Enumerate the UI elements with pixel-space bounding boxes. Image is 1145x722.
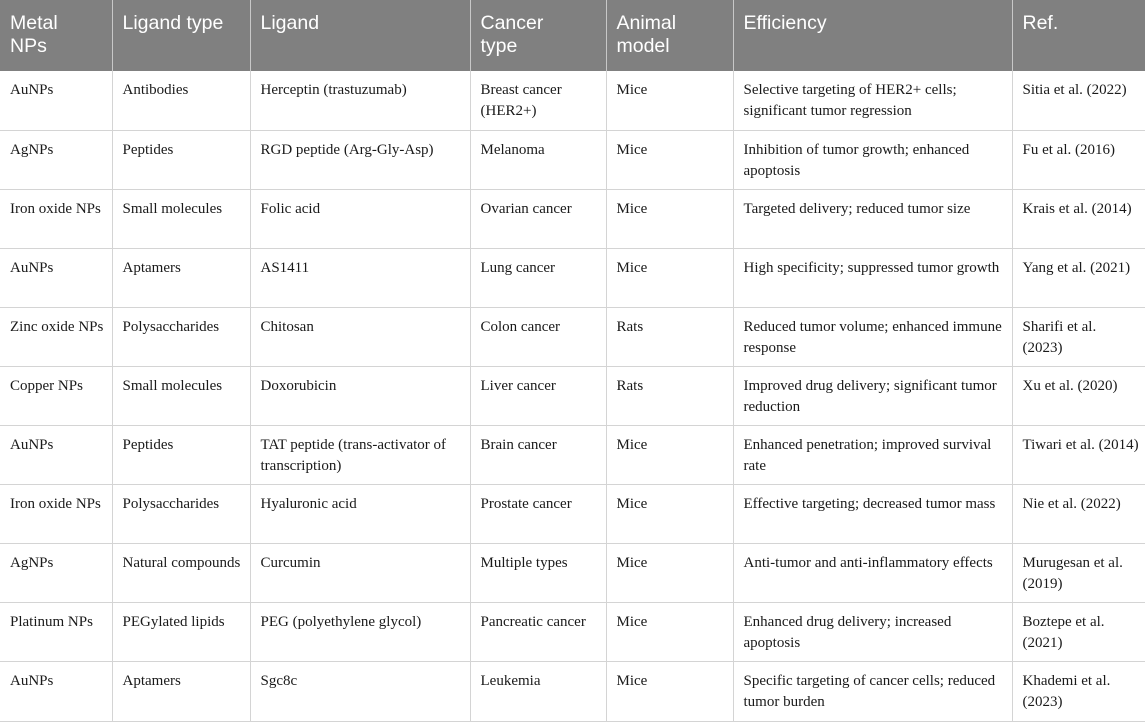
cell-animal-model: Mice — [606, 189, 734, 249]
cell-efficiency: Enhanced drug delivery; increased apopto… — [733, 602, 1013, 662]
cell-ref: Khademi et al. (2023) — [1012, 661, 1145, 722]
cell-ref: Boztepe et al. (2021) — [1012, 602, 1145, 662]
cell-ligand: Folic acid — [250, 189, 471, 249]
cell-ligand: TAT peptide (trans-activator of transcri… — [250, 425, 471, 485]
cell-animal-model: Mice — [606, 71, 734, 131]
cell-metal-nps: Copper NPs — [0, 366, 113, 426]
cell-metal-nps: AuNPs — [0, 425, 113, 485]
cell-ligand-type: Natural compounds — [112, 543, 251, 603]
table-row: AuNPs Antibodies Herceptin (trastuzumab) Br… — [0, 71, 1145, 131]
cell-ligand-type: Polysaccharides — [112, 484, 251, 544]
cell-ligand-type: Peptides — [112, 425, 251, 485]
cell-efficiency: Reduced tumor volume; enhanced immune re… — [733, 307, 1013, 367]
cell-animal-model: Rats — [606, 366, 734, 426]
cell-ligand-type: Polysaccharides — [112, 307, 251, 367]
cell-ref: Xu et al. (2020) — [1012, 366, 1145, 426]
table-row: Iron oxide NPs Polysaccharides Hyaluronic … — [0, 484, 1145, 544]
cell-ref: Yang et al. (2021) — [1012, 248, 1145, 308]
cell-animal-model: Mice — [606, 661, 734, 722]
table-row: Copper NPs Small molecules Doxorubicin Live… — [0, 366, 1145, 426]
cell-ref: Sitia et al. (2022) — [1012, 71, 1145, 131]
cell-ligand-type: Small molecules — [112, 366, 251, 426]
cell-cancer-type: Melanoma — [470, 130, 607, 190]
header-ligand-type: Ligand type — [112, 0, 251, 71]
cell-metal-nps: AuNPs — [0, 661, 113, 722]
cell-ref: Murugesan et al. (2019) — [1012, 543, 1145, 603]
cell-efficiency: Specific targeting of cancer cells; redu… — [733, 661, 1013, 722]
cell-ligand: Doxorubicin — [250, 366, 471, 426]
cell-cancer-type: Pancreatic cancer — [470, 602, 607, 662]
cell-metal-nps: AgNPs — [0, 543, 113, 603]
cell-efficiency: Inhibition of tumor growth; enhanced apo… — [733, 130, 1013, 190]
cell-metal-nps: AgNPs — [0, 130, 113, 190]
cell-ligand-type: Aptamers — [112, 248, 251, 308]
cell-cancer-type: Brain cancer — [470, 425, 607, 485]
header-cancer-type: Cancer type — [470, 0, 607, 71]
cell-metal-nps: AuNPs — [0, 71, 113, 131]
cell-ref: Krais et al. (2014) — [1012, 189, 1145, 249]
cell-ligand: Herceptin (trastuzumab) — [250, 71, 471, 131]
cell-animal-model: Mice — [606, 425, 734, 485]
cell-efficiency: Enhanced penetration; improved survival … — [733, 425, 1013, 485]
table-row: Platinum NPs PEGylated lipids PEG (polyeth… — [0, 602, 1145, 662]
cell-ligand: Chitosan — [250, 307, 471, 367]
cell-cancer-type: Breast cancer (HER2+) — [470, 71, 607, 131]
cell-efficiency: Targeted delivery; reduced tumor size — [733, 189, 1013, 249]
cell-cancer-type: Leukemia — [470, 661, 607, 722]
cell-efficiency: Effective targeting; decreased tumor mas… — [733, 484, 1013, 544]
cell-efficiency: Improved drug delivery; significant tumo… — [733, 366, 1013, 426]
header-ligand: Ligand — [250, 0, 471, 71]
header-row: Metal NPs Ligand type Ligand Cancer type… — [0, 0, 1145, 71]
cell-ligand: RGD peptide (Arg-Gly-Asp) — [250, 130, 471, 190]
cell-ligand: AS1411 — [250, 248, 471, 308]
table-row: AuNPs Aptamers AS1411 Lung cancer Mice High s… — [0, 248, 1145, 308]
cell-metal-nps: AuNPs — [0, 248, 113, 308]
cell-ligand: Sgc8c — [250, 661, 471, 722]
cell-ligand-type: Peptides — [112, 130, 251, 190]
table-row: AuNPs Peptides TAT peptide (trans-activato… — [0, 425, 1145, 485]
header-metal-nps: Metal NPs — [0, 0, 113, 71]
cell-animal-model: Mice — [606, 602, 734, 662]
cell-ligand-type: PEGylated lipids — [112, 602, 251, 662]
cell-ref: Fu et al. (2016) — [1012, 130, 1145, 190]
cell-ligand: Curcumin — [250, 543, 471, 603]
table-row: AgNPs Natural compounds Curcumin Multiple t… — [0, 543, 1145, 603]
table-row: Zinc oxide NPs Polysaccharides Chitosan Col… — [0, 307, 1145, 367]
cell-cancer-type: Multiple types — [470, 543, 607, 603]
cell-efficiency: High specificity; suppressed tumor growt… — [733, 248, 1013, 308]
cell-efficiency: Anti-tumor and anti-inflammatory effects — [733, 543, 1013, 603]
cell-efficiency: Selective targeting of HER2+ cells; sign… — [733, 71, 1013, 131]
cell-ref: Sharifi et al. (2023) — [1012, 307, 1145, 367]
cell-ligand-type: Aptamers — [112, 661, 251, 722]
table-header: Metal NPs Ligand type Ligand Cancer type… — [0, 0, 1145, 71]
cell-metal-nps: Iron oxide NPs — [0, 189, 113, 249]
cell-cancer-type: Prostate cancer — [470, 484, 607, 544]
cell-cancer-type: Lung cancer — [470, 248, 607, 308]
table-body: AuNPs Antibodies Herceptin (trastuzumab) Br… — [0, 71, 1145, 722]
cell-animal-model: Mice — [606, 130, 734, 190]
header-ref: Ref. — [1012, 0, 1145, 71]
cell-metal-nps: Iron oxide NPs — [0, 484, 113, 544]
cell-ligand: Hyaluronic acid — [250, 484, 471, 544]
cell-ligand-type: Antibodies — [112, 71, 251, 131]
cell-ref: Nie et al. (2022) — [1012, 484, 1145, 544]
table-row: AgNPs Peptides RGD peptide (Arg-Gly-Asp) Me… — [0, 130, 1145, 190]
cell-animal-model: Mice — [606, 248, 734, 308]
cell-ref: Tiwari et al. (2014) — [1012, 425, 1145, 485]
table-row: Iron oxide NPs Small molecules Folic acid O… — [0, 189, 1145, 249]
header-efficiency: Efficiency — [733, 0, 1013, 71]
cell-metal-nps: Zinc oxide NPs — [0, 307, 113, 367]
cell-cancer-type: Colon cancer — [470, 307, 607, 367]
cell-animal-model: Mice — [606, 484, 734, 544]
cell-cancer-type: Liver cancer — [470, 366, 607, 426]
header-animal-model: Animal model — [606, 0, 734, 71]
cell-ligand-type: Small molecules — [112, 189, 251, 249]
cell-metal-nps: Platinum NPs — [0, 602, 113, 662]
table-row: AuNPs Aptamers Sgc8c Leukemia Mice Specific t… — [0, 661, 1145, 722]
cell-cancer-type: Ovarian cancer — [470, 189, 607, 249]
cell-animal-model: Mice — [606, 543, 734, 603]
cell-animal-model: Rats — [606, 307, 734, 367]
cell-ligand: PEG (polyethylene glycol) — [250, 602, 471, 662]
